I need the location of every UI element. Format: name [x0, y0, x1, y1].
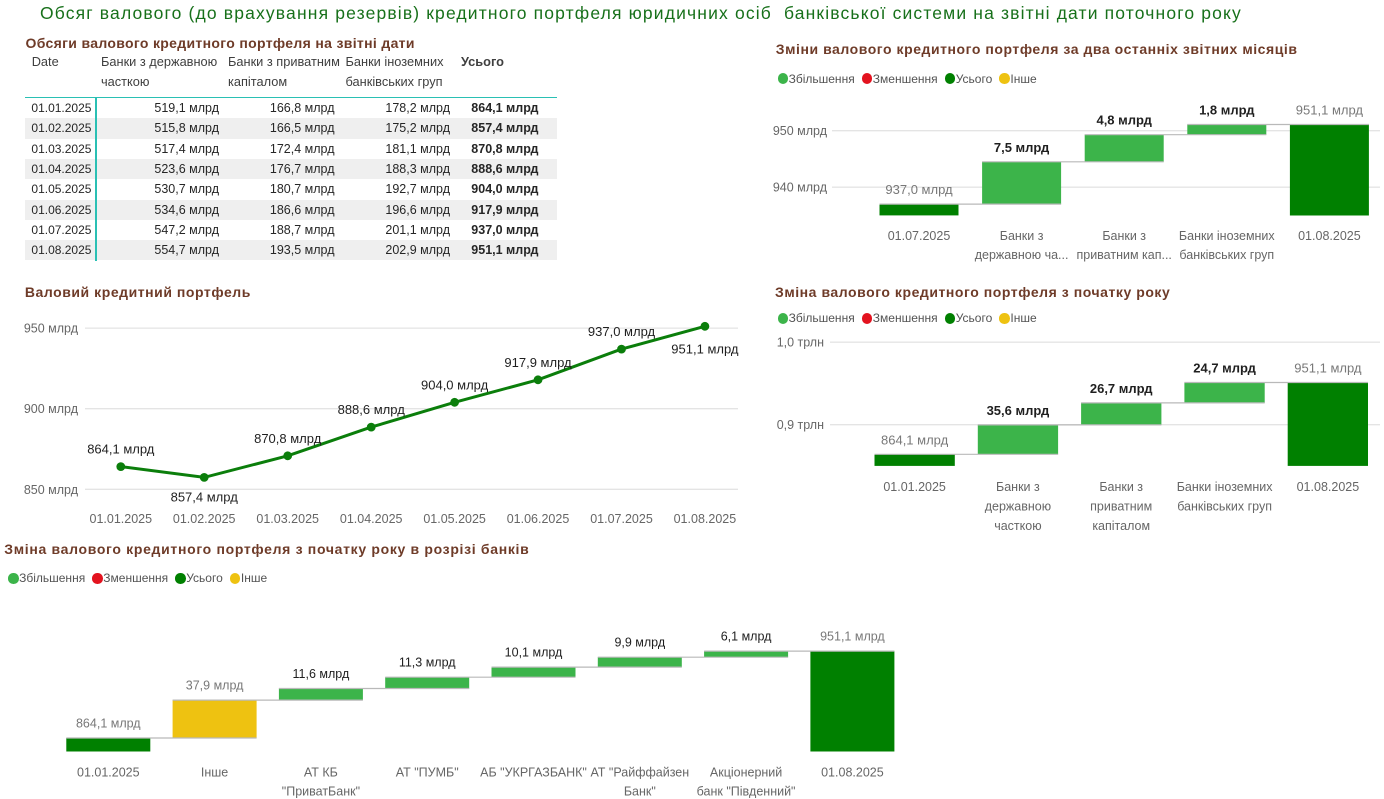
- svg-text:35,6 млрд: 35,6 млрд: [987, 403, 1050, 418]
- svg-text:900 млрд: 900 млрд: [24, 402, 79, 416]
- svg-text:950 млрд: 950 млрд: [24, 322, 79, 336]
- svg-text:Банки з: Банки з: [1099, 480, 1143, 494]
- svg-text:01.08.2025: 01.08.2025: [674, 512, 737, 526]
- svg-text:937,0 млрд: 937,0 млрд: [885, 182, 953, 197]
- svg-text:864,1 млрд: 864,1 млрд: [76, 717, 141, 731]
- svg-text:01.05.2025: 01.05.2025: [423, 512, 486, 526]
- svg-text:АТ КБ: АТ КБ: [304, 766, 338, 780]
- svg-text:917,9 млрд: 917,9 млрд: [504, 355, 572, 370]
- svg-text:Банки з: Банки з: [1102, 229, 1146, 243]
- svg-text:0,9 трлн: 0,9 трлн: [777, 418, 824, 432]
- svg-text:банк "Південний": банк "Південний": [697, 785, 796, 799]
- svg-text:850 млрд: 850 млрд: [24, 483, 79, 497]
- svg-text:37,9 млрд: 37,9 млрд: [186, 679, 244, 693]
- svg-text:Банки іноземних: Банки іноземних: [1177, 480, 1273, 494]
- svg-text:9,9 млрд: 9,9 млрд: [614, 636, 665, 650]
- svg-text:приватним кап...: приватним кап...: [1076, 248, 1171, 262]
- svg-text:951,1 млрд: 951,1 млрд: [1294, 361, 1362, 376]
- svg-text:01.07.2025: 01.07.2025: [888, 229, 951, 243]
- svg-text:01.08.2025: 01.08.2025: [1297, 480, 1360, 494]
- svg-text:АТ "ПУМБ": АТ "ПУМБ": [396, 766, 459, 780]
- svg-text:01.01.2025: 01.01.2025: [90, 512, 153, 526]
- svg-text:банківських груп: банківських груп: [1179, 248, 1274, 262]
- svg-text:864,1 млрд: 864,1 млрд: [87, 442, 155, 457]
- svg-text:951,1 млрд: 951,1 млрд: [820, 630, 885, 644]
- svg-text:864,1 млрд: 864,1 млрд: [881, 432, 949, 447]
- svg-text:Акціонерний: Акціонерний: [710, 766, 782, 780]
- svg-text:01.03.2025: 01.03.2025: [256, 512, 319, 526]
- svg-text:950 млрд: 950 млрд: [773, 124, 828, 138]
- svg-text:АБ "УКРГАЗБАНК": АБ "УКРГАЗБАНК": [480, 766, 587, 780]
- svg-text:940 млрд: 940 млрд: [773, 181, 828, 195]
- svg-text:857,4 млрд: 857,4 млрд: [171, 489, 239, 504]
- svg-text:01.01.2025: 01.01.2025: [883, 480, 946, 494]
- svg-text:державною: державною: [985, 500, 1051, 514]
- svg-text:24,7 млрд: 24,7 млрд: [1193, 361, 1256, 376]
- svg-text:1,0 трлн: 1,0 трлн: [777, 336, 824, 350]
- svg-text:10,1 млрд: 10,1 млрд: [505, 646, 563, 660]
- svg-text:капіталом: капіталом: [1092, 519, 1150, 533]
- svg-text:Банки з: Банки з: [996, 480, 1040, 494]
- svg-text:01.07.2025: 01.07.2025: [590, 512, 653, 526]
- svg-text:01.08.2025: 01.08.2025: [1298, 229, 1361, 243]
- svg-text:Банки з: Банки з: [1000, 229, 1044, 243]
- svg-text:01.01.2025: 01.01.2025: [77, 766, 140, 780]
- svg-text:часткою: часткою: [994, 519, 1041, 533]
- svg-text:951,1 млрд: 951,1 млрд: [671, 341, 739, 356]
- svg-text:АТ "Райффайзен: АТ "Райффайзен: [590, 766, 689, 780]
- svg-text:державною ча...: державною ча...: [975, 248, 1069, 262]
- svg-text:11,6 млрд: 11,6 млрд: [293, 667, 350, 681]
- svg-text:951,1 млрд: 951,1 млрд: [1296, 103, 1364, 118]
- svg-text:Банки іноземних: Банки іноземних: [1179, 229, 1275, 243]
- svg-text:01.02.2025: 01.02.2025: [173, 512, 236, 526]
- svg-text:870,8 млрд: 870,8 млрд: [254, 431, 322, 446]
- svg-text:01.04.2025: 01.04.2025: [340, 512, 403, 526]
- svg-text:937,0 млрд: 937,0 млрд: [588, 324, 656, 339]
- svg-text:банківських груп: банківських груп: [1177, 500, 1272, 514]
- svg-text:01.08.2025: 01.08.2025: [821, 766, 884, 780]
- svg-text:Банк": Банк": [624, 785, 656, 799]
- svg-text:"ПриватБанк": "ПриватБанк": [282, 785, 360, 799]
- svg-text:4,8 млрд: 4,8 млрд: [1096, 113, 1152, 128]
- svg-text:7,5 млрд: 7,5 млрд: [994, 140, 1050, 155]
- svg-text:904,0 млрд: 904,0 млрд: [421, 377, 489, 392]
- svg-text:26,7 млрд: 26,7 млрд: [1090, 381, 1153, 396]
- svg-text:11,3 млрд: 11,3 млрд: [399, 656, 456, 670]
- svg-text:6,1 млрд: 6,1 млрд: [721, 630, 772, 644]
- svg-text:приватним: приватним: [1090, 500, 1152, 514]
- svg-text:1,8 млрд: 1,8 млрд: [1199, 103, 1255, 118]
- svg-text:Інше: Інше: [201, 766, 228, 780]
- svg-text:01.06.2025: 01.06.2025: [507, 512, 570, 526]
- svg-text:888,6 млрд: 888,6 млрд: [338, 402, 406, 417]
